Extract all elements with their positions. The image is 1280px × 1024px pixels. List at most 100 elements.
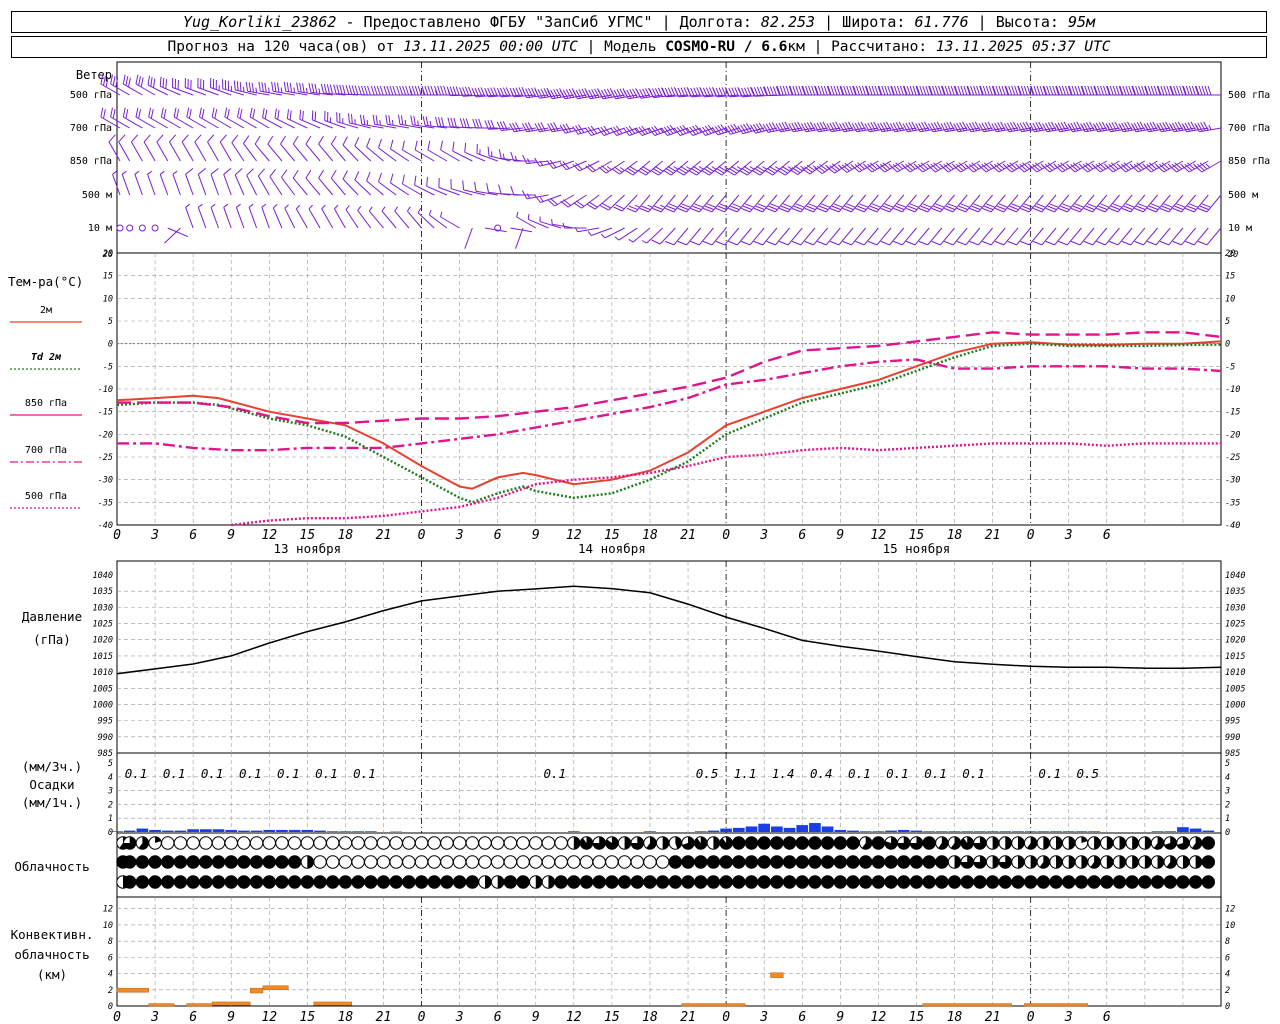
wind-barb-feather	[1026, 85, 1031, 96]
cloud-circle	[326, 855, 340, 869]
wind-barb-feather	[649, 88, 654, 98]
temp-tick-right: -20	[1225, 430, 1240, 440]
precip-bar	[1075, 831, 1088, 832]
x-tick-label-bottom: 0	[1027, 1010, 1035, 1024]
wind-barb-feather	[1143, 123, 1150, 133]
wind-barb-feather	[842, 122, 848, 132]
wind-barb-feather	[402, 174, 405, 185]
cloud-circle-fill	[1195, 855, 1202, 869]
wind-barb-feather	[931, 207, 941, 213]
wind-barb-half-feather	[736, 166, 742, 170]
wind-barb-feather	[776, 85, 781, 96]
cloud-circle-fill	[1037, 875, 1050, 889]
wind-barb-feather	[147, 75, 150, 86]
wind-barb-feather	[1054, 165, 1063, 173]
wind-barb-half-feather	[527, 214, 530, 220]
wind-barb-feather	[1146, 163, 1155, 171]
wind-barb-feather	[822, 121, 828, 131]
wind-barb-feather	[933, 162, 942, 170]
wind-barb-feather	[1080, 165, 1089, 173]
wind-barb-feather	[527, 122, 534, 132]
wind-barb-staff	[813, 194, 829, 213]
wind-barb-feather	[770, 203, 780, 208]
pressure-tick-right: 990	[1225, 733, 1240, 743]
pressure-tick-left: 1015	[93, 652, 113, 662]
lat-value: 61.776	[914, 13, 969, 31]
wind-barb-feather	[1159, 240, 1169, 246]
wind-barb-feather	[311, 110, 314, 120]
wind-barb-feather	[789, 168, 798, 176]
wind-barb-feather	[958, 205, 968, 211]
wind-barb-feather	[902, 165, 911, 173]
wind-barb-feather	[1171, 163, 1180, 171]
wind-barb-staff	[882, 127, 904, 133]
wind-barb-feather	[1187, 205, 1197, 211]
wind-barb-staff	[813, 227, 829, 246]
wind-barb-staff	[159, 174, 169, 196]
cloud-circle-fill	[504, 875, 517, 889]
precip-bar	[923, 831, 935, 832]
wind-barb-staff	[1092, 227, 1108, 246]
cloud-circle-fill	[719, 875, 733, 889]
wind-barb-feather	[274, 108, 277, 119]
wind-barb-half-feather	[539, 160, 544, 166]
temp-tick-left: -35	[98, 498, 113, 508]
wind-barb-staff	[901, 227, 917, 246]
wind-barb-feather	[143, 134, 151, 143]
wind-barb-feather	[396, 85, 401, 96]
wind-barb-feather	[801, 85, 806, 96]
x-tick-label: 12	[566, 528, 582, 543]
wind-barb-staff	[354, 145, 372, 162]
wind-barb-feather	[1127, 121, 1133, 131]
wind-barb-half-feather	[434, 89, 438, 96]
wind-barb-feather	[778, 122, 784, 132]
wind-barb-feather	[852, 85, 857, 96]
wind-barb-feather	[1159, 207, 1169, 213]
convective-bar	[186, 1003, 213, 1007]
wind-barb-feather	[1136, 205, 1146, 211]
wind-barb-feather	[804, 240, 814, 246]
temp-tick-right: -30	[1225, 476, 1240, 486]
wind-barb-feather	[1042, 123, 1048, 133]
wind-barb-feather	[816, 122, 823, 132]
x-tick-label-bottom: 12	[261, 1010, 277, 1024]
wind-barb-feather	[870, 122, 876, 132]
wind-barb-feather	[484, 87, 489, 98]
wind-barb-staff	[746, 160, 765, 176]
wind-barb-feather	[449, 86, 454, 96]
precip-bar	[263, 829, 276, 832]
precip-3h-label: 0.4	[810, 766, 833, 781]
wind-barb-feather	[447, 117, 451, 127]
wind-barb-staff	[1054, 194, 1070, 213]
cloud-circle-fill	[745, 836, 758, 850]
wind-barb-staff	[425, 124, 447, 129]
wind-barb-feather	[160, 107, 164, 118]
conv-title-3: (км)	[37, 967, 67, 982]
wind-barb-half-feather	[210, 203, 216, 208]
wind-barb-feather	[1095, 163, 1104, 171]
wind-barb-staff	[1117, 227, 1133, 246]
cloud-circle-fill	[497, 875, 504, 889]
wind-barb-feather	[1110, 162, 1119, 170]
wind-barb-staff	[185, 174, 194, 196]
cloud-circle-fill	[1056, 836, 1063, 850]
x-tick-label: 6	[1103, 528, 1111, 543]
wind-level-label-right: 700 гПа	[1228, 123, 1270, 134]
wind-barb-feather	[1136, 122, 1143, 132]
wind-barb-staff	[1161, 127, 1184, 133]
wind-barb-staff	[787, 194, 803, 213]
wind-barb-feather	[666, 125, 674, 134]
wind-barb-feather	[587, 126, 595, 135]
wind-barb-feather	[305, 169, 312, 179]
cloud-circle-fill	[440, 875, 454, 889]
wind-barb-feather	[1184, 163, 1193, 171]
wind-barb-feather	[714, 126, 722, 135]
wind-barb-feather	[1060, 205, 1070, 211]
precip-bar	[986, 831, 999, 832]
wind-barb-feather	[614, 166, 623, 173]
cloud-circle-fill	[862, 836, 872, 850]
wind-barb-staff	[978, 227, 993, 246]
wind-barb-feather	[591, 89, 597, 99]
wind-barb-staff	[1072, 127, 1095, 133]
wind-barb-feather	[973, 203, 983, 208]
